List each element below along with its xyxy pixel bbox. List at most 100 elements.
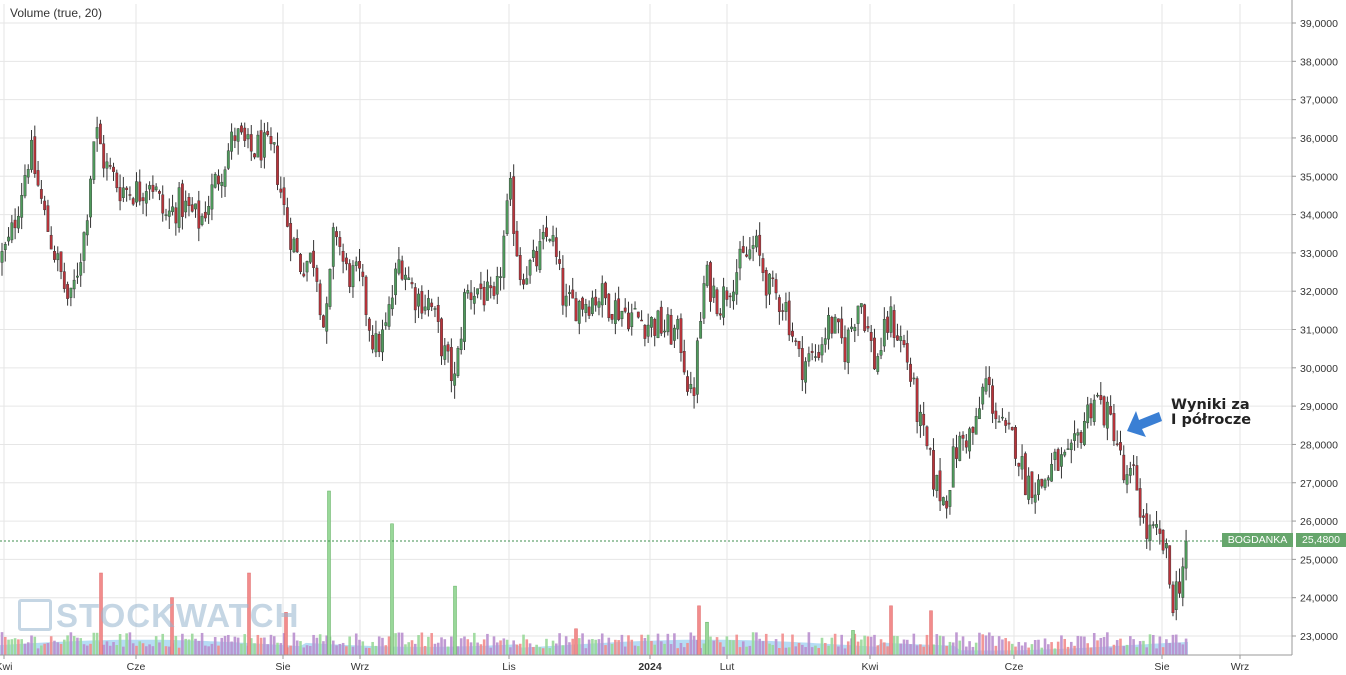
volume-bar	[49, 636, 53, 655]
volume-bar	[676, 648, 679, 655]
volume-bar	[1089, 647, 1093, 655]
candle-up	[397, 259, 401, 274]
volume-bar	[899, 643, 903, 655]
volume-bar	[331, 640, 335, 655]
volume-bar	[1053, 648, 1057, 655]
volume-bar	[43, 643, 46, 655]
candle-up	[1053, 451, 1057, 460]
volume-bar	[505, 639, 509, 655]
candle-up	[876, 356, 880, 372]
candle-down	[715, 289, 719, 315]
candle-up	[505, 200, 509, 234]
volume-bar	[755, 632, 758, 655]
volume-bar	[958, 640, 962, 655]
candle-up	[194, 203, 197, 210]
candle-down	[1161, 529, 1165, 551]
volume-bar	[1142, 640, 1145, 655]
volume-bar	[555, 643, 558, 655]
volume-bar	[125, 633, 128, 655]
candle-down	[1099, 395, 1103, 400]
candle-up	[804, 361, 808, 383]
candle-down	[33, 136, 37, 174]
candle-up	[374, 333, 378, 353]
candle-down	[558, 259, 562, 264]
volume-bar	[892, 635, 896, 655]
volume-bar	[358, 639, 361, 655]
candle-down	[873, 337, 876, 370]
volume-bar	[1024, 642, 1027, 655]
volume-bar	[614, 639, 617, 655]
candle-up	[164, 214, 168, 216]
candle-down	[102, 143, 106, 169]
volume-bar	[194, 638, 197, 655]
volume-bar	[63, 639, 66, 655]
volume-bar	[108, 645, 112, 655]
candle-up	[882, 319, 886, 347]
volume-bar	[1132, 639, 1135, 655]
volume-bar	[1184, 638, 1188, 655]
volume-bar	[902, 639, 906, 655]
volume-bar	[797, 642, 801, 655]
candle-up	[919, 411, 922, 427]
volume-bar	[253, 643, 256, 655]
candle-up	[722, 286, 726, 318]
candle-down	[112, 166, 115, 172]
volume-bar	[1099, 637, 1103, 655]
candle-down	[367, 318, 371, 331]
candle-up	[768, 273, 771, 295]
candle-up	[23, 175, 27, 197]
candle-down	[987, 376, 991, 386]
volume-bar	[981, 634, 985, 655]
volume-bar	[190, 633, 194, 655]
volume-bar	[997, 636, 1001, 655]
candle-up	[784, 302, 788, 312]
volume-bar	[1168, 643, 1171, 655]
candle-down	[161, 194, 165, 214]
volume-bar	[440, 637, 443, 655]
candle-down	[299, 254, 302, 273]
candle-down	[512, 176, 516, 234]
volume-bar	[814, 645, 817, 655]
candle-up	[820, 344, 824, 356]
candle-up	[85, 220, 89, 236]
volume-bar	[1151, 634, 1155, 655]
volume-bar	[692, 635, 696, 655]
candle-up	[256, 134, 260, 158]
volume-bar	[335, 645, 338, 655]
volume-bar	[1037, 639, 1040, 655]
volume-bar	[30, 635, 33, 655]
candle-down	[59, 251, 63, 272]
volume-bar	[1161, 647, 1165, 655]
candle-up	[1125, 474, 1129, 485]
candle-down	[741, 246, 745, 253]
candle-up	[476, 288, 479, 295]
volume-bar	[643, 638, 647, 655]
volume-bar	[620, 634, 624, 655]
volume-bar	[666, 633, 670, 655]
volume-bar	[404, 644, 407, 655]
volume-bar	[322, 641, 325, 655]
volume-spike-bar	[889, 605, 893, 656]
candle-up	[384, 322, 388, 326]
watermark-text: STOCKWATCH	[56, 597, 300, 634]
volume-bar	[161, 633, 165, 655]
candle-down	[253, 153, 256, 158]
volume-bar	[630, 639, 634, 655]
volume-bar	[548, 648, 552, 655]
candle-up	[951, 446, 955, 488]
volume-bar	[922, 646, 925, 655]
volume-bar	[295, 640, 299, 655]
candle-up	[433, 308, 437, 310]
volume-bar	[587, 639, 591, 655]
candle-up	[584, 304, 588, 313]
volume-bar	[433, 643, 437, 655]
candle-down	[515, 230, 519, 257]
candle-down	[203, 211, 207, 219]
candle-down	[492, 286, 496, 296]
volume-bar	[368, 647, 371, 655]
volume-bar	[571, 638, 575, 655]
candle-up	[968, 428, 972, 452]
candle-down	[302, 273, 306, 277]
volume-bar	[1079, 636, 1083, 655]
